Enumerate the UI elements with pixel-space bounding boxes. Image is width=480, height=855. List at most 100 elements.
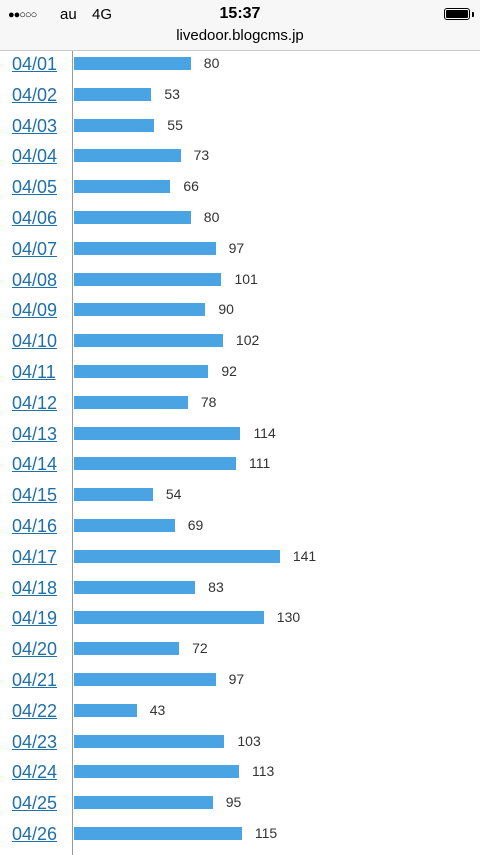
bar-value-label: 97 bbox=[228, 671, 245, 687]
date-link[interactable]: 04/15 bbox=[12, 485, 58, 506]
bar-value-label: 114 bbox=[253, 424, 276, 441]
date-link[interactable]: 04/09 bbox=[12, 300, 58, 321]
access-bar bbox=[74, 57, 191, 70]
access-bar bbox=[74, 549, 280, 563]
bar-value-label: 101 bbox=[234, 270, 258, 287]
date-link[interactable]: 04/19 bbox=[12, 608, 58, 629]
bar-value-label: 141 bbox=[292, 547, 317, 564]
bar-value-label: 78 bbox=[200, 393, 217, 410]
access-bar bbox=[74, 365, 209, 378]
chart-row: 04/15 54 bbox=[0, 484, 480, 514]
address-bar-divider bbox=[0, 50, 480, 51]
chart-row: 04/09 90 bbox=[0, 299, 480, 329]
chart-row: 04/19 130 bbox=[0, 607, 480, 637]
access-bar bbox=[74, 149, 181, 163]
chart-row: 04/07 97 bbox=[0, 238, 480, 268]
chart-row: 04/25 95 bbox=[0, 792, 480, 822]
access-bar bbox=[74, 580, 196, 594]
battery-tip-icon bbox=[472, 12, 474, 17]
bar-value-label: 111 bbox=[249, 455, 271, 472]
bar-value-label: 103 bbox=[237, 732, 261, 749]
access-bar bbox=[74, 426, 241, 440]
chart-row: 04/08 101 bbox=[0, 269, 480, 299]
chart-row: 04/16 69 bbox=[0, 515, 480, 545]
access-bar bbox=[74, 734, 225, 748]
access-bar bbox=[74, 211, 191, 224]
date-link[interactable]: 04/13 bbox=[12, 423, 58, 444]
chart-row: 04/23 103 bbox=[0, 731, 480, 761]
network-type: 4G bbox=[92, 6, 113, 23]
access-bar bbox=[74, 241, 216, 255]
access-bar bbox=[74, 796, 213, 810]
bar-value-label: 83 bbox=[208, 578, 224, 595]
date-link[interactable]: 04/26 bbox=[12, 824, 58, 844]
date-link[interactable]: 04/16 bbox=[12, 516, 58, 536]
chart-row: 04/22 43 bbox=[0, 700, 480, 730]
access-bar bbox=[74, 395, 188, 409]
bar-value-label: 72 bbox=[192, 640, 208, 657]
access-bar bbox=[74, 488, 153, 502]
date-link[interactable]: 04/18 bbox=[12, 577, 58, 598]
date-link[interactable]: 04/25 bbox=[12, 793, 58, 814]
chart-row: 04/01 80 bbox=[0, 53, 480, 83]
status-clock: 15:37 bbox=[219, 5, 261, 22]
bar-value-label: 102 bbox=[235, 332, 260, 349]
access-bar bbox=[74, 87, 152, 101]
bar-value-label: 97 bbox=[228, 239, 245, 256]
access-bar bbox=[74, 703, 137, 717]
date-link[interactable]: 04/22 bbox=[12, 700, 58, 721]
date-link[interactable]: 04/01 bbox=[12, 54, 58, 74]
bar-value-label: 80 bbox=[203, 55, 220, 71]
date-link[interactable]: 04/08 bbox=[12, 269, 58, 290]
access-bar bbox=[74, 457, 237, 471]
date-link[interactable]: 04/06 bbox=[12, 208, 58, 228]
chart-row: 04/10 102 bbox=[0, 330, 480, 360]
bar-value-label: 92 bbox=[221, 363, 237, 379]
address-bar[interactable]: livedoor.blogcms.jp bbox=[176, 27, 304, 44]
access-bar bbox=[74, 765, 239, 779]
access-bar bbox=[74, 519, 175, 532]
chart-row: 04/26 115 bbox=[0, 823, 480, 853]
date-link[interactable]: 04/12 bbox=[12, 392, 58, 413]
signal-strength-icon: ●●○○○ bbox=[8, 9, 37, 21]
chart-row: 04/13 114 bbox=[0, 423, 480, 453]
date-link[interactable]: 04/11 bbox=[12, 362, 56, 382]
bar-value-label: 73 bbox=[193, 147, 210, 164]
access-bar bbox=[74, 827, 242, 840]
chart-row: 04/18 83 bbox=[0, 577, 480, 607]
bar-value-label: 66 bbox=[183, 178, 199, 195]
date-link[interactable]: 04/04 bbox=[12, 146, 58, 167]
daily-access-chart: 04/01 80 04/02 53 04/03 55 04/04 73 04/05 66 04/06… bbox=[0, 51, 480, 855]
chart-row: 04/21 97 bbox=[0, 669, 480, 699]
chart-row: 04/03 55 bbox=[0, 115, 480, 145]
battery-icon bbox=[444, 8, 470, 20]
date-link[interactable]: 04/24 bbox=[12, 762, 58, 783]
chart-row: 04/17 141 bbox=[0, 546, 480, 576]
carrier-name: au bbox=[60, 6, 77, 23]
date-link[interactable]: 04/05 bbox=[12, 177, 58, 198]
date-link[interactable]: 04/20 bbox=[12, 639, 58, 660]
bar-value-label: 90 bbox=[218, 301, 234, 318]
access-bar bbox=[74, 611, 264, 625]
date-link[interactable]: 04/02 bbox=[12, 84, 58, 105]
bar-value-label: 130 bbox=[276, 609, 301, 626]
date-link[interactable]: 04/07 bbox=[12, 238, 58, 259]
access-bar bbox=[74, 673, 216, 686]
access-bar bbox=[74, 118, 155, 132]
date-link[interactable]: 04/17 bbox=[12, 546, 58, 567]
bar-value-label: 69 bbox=[187, 517, 204, 533]
date-link[interactable]: 04/21 bbox=[12, 670, 58, 690]
chart-row: 04/20 72 bbox=[0, 638, 480, 668]
chart-row: 04/24 113 bbox=[0, 761, 480, 791]
bar-value-label: 43 bbox=[149, 701, 166, 718]
bar-value-label: 54 bbox=[165, 486, 182, 503]
bar-value-label: 80 bbox=[203, 209, 220, 225]
chart-row: 04/06 80 bbox=[0, 207, 480, 237]
date-link[interactable]: 04/23 bbox=[12, 731, 58, 752]
chart-row: 04/04 73 bbox=[0, 145, 480, 175]
date-link[interactable]: 04/10 bbox=[12, 331, 58, 352]
access-bar bbox=[74, 272, 222, 286]
date-link[interactable]: 04/03 bbox=[12, 115, 58, 136]
date-link[interactable]: 04/14 bbox=[12, 454, 58, 475]
bar-value-label: 113 bbox=[251, 763, 275, 780]
